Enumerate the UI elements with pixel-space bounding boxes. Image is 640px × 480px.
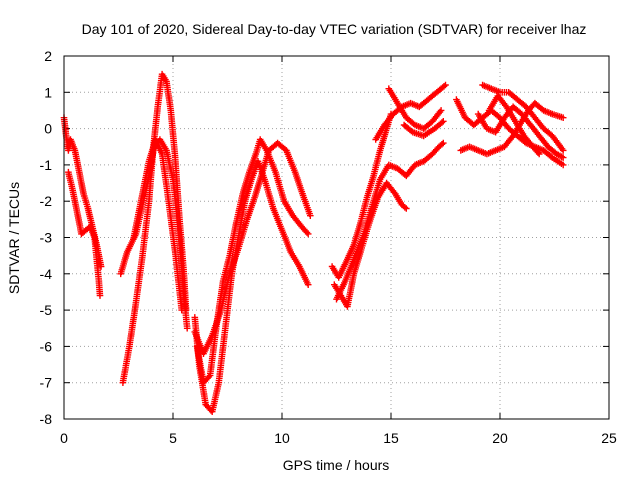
y-axis-label: SDTVAR / TECUs xyxy=(6,182,22,294)
x-tick-label: 0 xyxy=(60,430,68,446)
series-arc-14 xyxy=(400,118,447,140)
series-arc-8 xyxy=(191,139,314,357)
series-arc-17 xyxy=(479,81,567,154)
series-markers xyxy=(479,81,567,154)
series-arc-5 xyxy=(130,136,185,314)
data-series xyxy=(60,70,567,415)
series-arc-12 xyxy=(372,81,449,143)
y-tick-label: -6 xyxy=(40,338,53,354)
y-tick-label: -7 xyxy=(40,375,53,391)
y-tick-label: -2 xyxy=(40,193,53,209)
series-markers xyxy=(328,110,395,281)
y-tick-label: -4 xyxy=(40,266,53,282)
y-tick-label: -1 xyxy=(40,157,53,173)
x-tick-label: 5 xyxy=(169,430,177,446)
series-arc-18 xyxy=(474,103,567,161)
series-markers xyxy=(485,92,543,158)
series-arc-11 xyxy=(333,139,447,303)
y-tick-label: -3 xyxy=(40,230,53,246)
series-markers xyxy=(385,85,445,132)
series-markers xyxy=(474,103,567,161)
x-axis-label: GPS time / hours xyxy=(283,457,390,473)
x-tick-label: 25 xyxy=(601,430,617,446)
series-arc-19 xyxy=(485,92,543,158)
series-markers xyxy=(333,139,447,303)
series-markers xyxy=(372,81,449,143)
series-arc-9 xyxy=(328,110,395,281)
x-tick-label: 20 xyxy=(492,430,508,446)
y-tick-label: 0 xyxy=(44,121,52,137)
series-markers xyxy=(65,168,104,299)
x-tick-label: 10 xyxy=(274,430,290,446)
chart-title: Day 101 of 2020, Sidereal Day-to-day VTE… xyxy=(82,21,587,37)
y-tick-label: -5 xyxy=(40,302,53,318)
series-arc-2 xyxy=(65,168,104,299)
series-arc-13 xyxy=(385,85,445,132)
x-tick-label: 15 xyxy=(383,430,399,446)
series-markers xyxy=(130,136,185,314)
y-tick-label: -8 xyxy=(40,411,53,427)
series-markers xyxy=(191,139,314,357)
y-tick-label: 2 xyxy=(44,48,52,64)
y-tick-label: 1 xyxy=(44,84,52,100)
series-markers xyxy=(400,118,447,140)
plot-frame xyxy=(63,55,610,420)
